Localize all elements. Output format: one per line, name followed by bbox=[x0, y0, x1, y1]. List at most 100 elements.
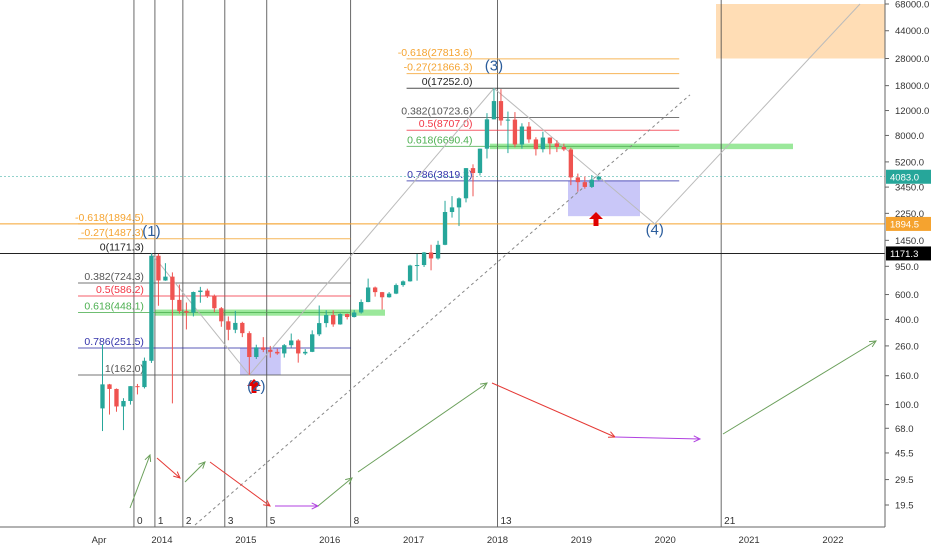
candle-body bbox=[282, 345, 287, 354]
candle-body bbox=[331, 315, 336, 325]
x-tick-label: Apr bbox=[92, 535, 107, 546]
candle-body bbox=[177, 299, 182, 312]
candle-body bbox=[575, 177, 581, 183]
x-tick-label: 2017 bbox=[403, 535, 424, 546]
candle-body bbox=[400, 281, 406, 286]
fib-level-label: 0.618(448.1) bbox=[84, 300, 144, 312]
wave-line bbox=[151, 253, 250, 376]
candle-body bbox=[233, 322, 238, 330]
wave-label: (4) bbox=[646, 221, 664, 238]
candle-body bbox=[554, 143, 560, 147]
wave-line bbox=[654, 3, 861, 225]
y-tick-label: 400.0 bbox=[895, 315, 919, 326]
candle-body bbox=[261, 347, 266, 350]
candle-body bbox=[526, 126, 532, 140]
y-tick-label: 68000.0 bbox=[895, 0, 929, 11]
y-tick-label: 44000.0 bbox=[895, 26, 929, 37]
candle-body bbox=[268, 349, 273, 352]
candle-body bbox=[561, 146, 567, 150]
price-badge bbox=[886, 169, 931, 184]
label-layer: (1) (2) (3) (4) bbox=[142, 58, 664, 395]
cycle-number: 2 bbox=[186, 516, 192, 527]
candle-body bbox=[163, 276, 168, 281]
trend-line-dashed bbox=[194, 94, 691, 526]
y-tick-label: 3450.0 bbox=[895, 183, 924, 194]
cycle-arrow-head bbox=[263, 499, 271, 507]
buy-arrow-icon bbox=[247, 379, 261, 393]
candle-body bbox=[149, 255, 154, 361]
y-tick-label: 260.0 bbox=[895, 341, 919, 352]
wave-label: (3) bbox=[485, 58, 503, 75]
candle-body bbox=[254, 347, 259, 358]
wave-line bbox=[493, 87, 656, 225]
cycle-number: 3 bbox=[228, 516, 234, 527]
candle-body bbox=[442, 212, 448, 245]
candle-body bbox=[247, 333, 252, 358]
candle-body bbox=[219, 308, 224, 322]
y-tick-label: 18000.0 bbox=[895, 81, 929, 92]
candle-body bbox=[156, 255, 161, 281]
y-tick-label: 100.0 bbox=[895, 400, 919, 411]
candle-body bbox=[121, 401, 126, 407]
candle-body bbox=[212, 295, 217, 309]
candle-body bbox=[407, 265, 413, 282]
cycle-arrow-head bbox=[693, 435, 702, 443]
candle-body bbox=[540, 137, 546, 150]
candle-body bbox=[128, 386, 133, 402]
x-tick-label: 2015 bbox=[235, 535, 256, 546]
candle-body bbox=[386, 293, 392, 298]
candle-body bbox=[372, 287, 378, 293]
buy-zone-2019 bbox=[568, 180, 640, 217]
cycle-arrow bbox=[209, 461, 271, 507]
candle-body bbox=[414, 265, 420, 267]
fib-level-label: -0.27(1487.3) bbox=[81, 227, 144, 239]
candle-body bbox=[568, 149, 574, 178]
candle-body bbox=[484, 119, 490, 149]
candle-body bbox=[198, 290, 203, 293]
cycle-arrow-head bbox=[868, 340, 877, 348]
cycle-arrow bbox=[614, 436, 701, 440]
y-tick-label: 160.0 bbox=[895, 371, 919, 382]
candle-body bbox=[435, 244, 441, 259]
price-badge bbox=[886, 216, 931, 231]
candle-body bbox=[205, 290, 210, 296]
fib-level-label: -0.618(1894.5) bbox=[75, 212, 144, 224]
candle-body bbox=[428, 252, 434, 259]
y-tick-label: 45.5 bbox=[895, 448, 914, 459]
cycle-arrow-head bbox=[345, 477, 353, 485]
cycle-arrow-head bbox=[198, 461, 206, 469]
candle-body bbox=[421, 252, 427, 266]
candle-body bbox=[449, 207, 455, 213]
y-tick-label: 68.0 bbox=[895, 424, 914, 435]
candle-body bbox=[107, 384, 112, 389]
zone-layer bbox=[155, 4, 885, 375]
cycle-arrow bbox=[129, 454, 151, 509]
candle-body bbox=[317, 323, 322, 335]
candle-body bbox=[596, 176, 601, 180]
fib-level-label: 0.786(251.5) bbox=[84, 336, 144, 348]
candle-body bbox=[310, 334, 315, 352]
candle-body bbox=[505, 119, 511, 121]
cycle-arrow bbox=[357, 382, 488, 473]
cycle-arrow bbox=[722, 340, 877, 435]
drawing-layer bbox=[129, 3, 877, 526]
x-tick-label: 2014 bbox=[151, 535, 172, 546]
fib-level-label: 0.786(3819.3) bbox=[407, 169, 472, 181]
fib-level-label: 0(17252.0) bbox=[422, 76, 473, 88]
cycle-line-layer: 0 1 2 3 5 8 13 21 bbox=[133, 0, 736, 527]
price-badge-text: 1894.5 bbox=[890, 219, 919, 230]
cycle-number: 5 bbox=[270, 516, 276, 527]
y-tick-label: 29.5 bbox=[895, 475, 914, 486]
x-tick-label: 2016 bbox=[319, 535, 340, 546]
candle-body bbox=[184, 311, 189, 313]
candle-body bbox=[275, 351, 280, 354]
x-tick-label: 2018 bbox=[487, 535, 508, 546]
x-tick-label: 2020 bbox=[655, 535, 676, 546]
y-tick-label: 28000.0 bbox=[895, 54, 929, 65]
fib-level-label: 1(162.0) bbox=[105, 363, 144, 375]
candle-body bbox=[142, 360, 147, 388]
y-tick-label: 19.5 bbox=[895, 501, 914, 512]
fib-level-label: -0.618(27813.6) bbox=[398, 47, 473, 59]
